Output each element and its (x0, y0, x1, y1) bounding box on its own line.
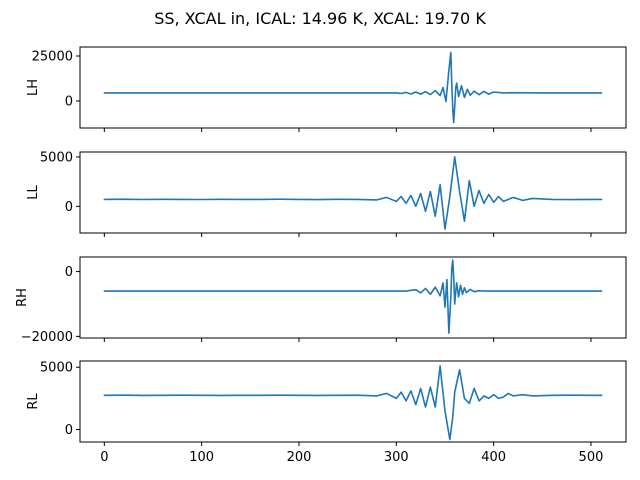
series-line (103, 259, 603, 334)
y-tick-label: −20000 (21, 330, 73, 345)
x-tick-label: 100 (189, 450, 214, 465)
y-axis-label: LL (26, 185, 41, 200)
axes-frame (79, 256, 627, 339)
x-tick-label: 0 (100, 450, 108, 465)
subplot-rh: −20000 0 RH (15, 256, 627, 345)
y-tick-label: 0 (65, 95, 73, 110)
y-axis-label: RL (26, 393, 41, 410)
y-axis-label: LH (26, 79, 41, 96)
subplot-ll: 0 5000 LL (26, 150, 627, 237)
x-tick-label: 300 (384, 450, 409, 465)
x-tick-label: 200 (287, 450, 312, 465)
axes-frame (79, 360, 627, 443)
series-line (103, 365, 603, 441)
y-tick-label: 5000 (40, 361, 73, 376)
axes-frame (79, 151, 627, 234)
y-tick-label: 25000 (32, 50, 73, 65)
y-tick-label: 5000 (40, 150, 73, 165)
y-tick-label: 0 (65, 423, 73, 438)
axes-frame (79, 46, 627, 129)
subplot-lh: 0 25000 LH (26, 46, 627, 132)
chart-title: SS, XCAL in, ICAL: 14.96 K, XCAL: 19.70 … (154, 9, 486, 28)
subplot-rl: 0 5000 0 100 200 300 400 500 RL (26, 360, 627, 465)
y-axis-label: RH (15, 288, 30, 307)
x-tick-label: 400 (481, 450, 506, 465)
y-tick-label: 0 (65, 200, 73, 215)
series-line (103, 51, 603, 124)
series-line (103, 156, 603, 230)
y-tick-label: 0 (65, 265, 73, 280)
x-tick-label: 500 (579, 450, 604, 465)
